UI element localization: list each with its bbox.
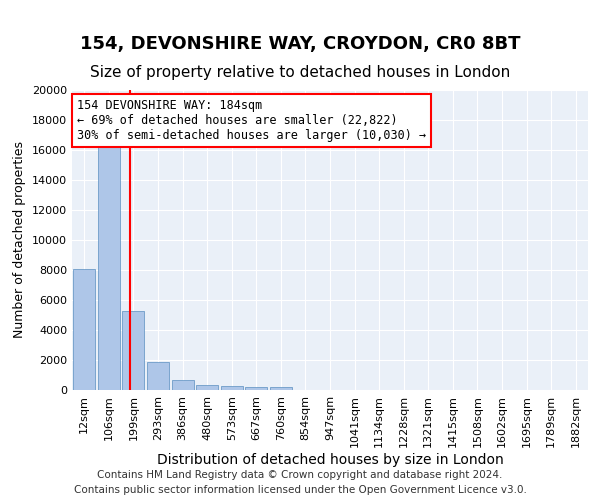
- Bar: [122, 310, 145, 390]
- Bar: [221, 386, 243, 390]
- Bar: [245, 386, 268, 390]
- Bar: [73, 268, 95, 390]
- Y-axis label: Number of detached properties: Number of detached properties: [13, 142, 26, 338]
- Text: Contains HM Land Registry data © Crown copyright and database right 2024.: Contains HM Land Registry data © Crown c…: [97, 470, 503, 480]
- Bar: [98, 141, 120, 390]
- Bar: [196, 385, 218, 390]
- Bar: [172, 380, 194, 390]
- Text: 154 DEVONSHIRE WAY: 184sqm
← 69% of detached houses are smaller (22,822)
30% of : 154 DEVONSHIRE WAY: 184sqm ← 69% of deta…: [77, 99, 426, 142]
- Text: Contains public sector information licensed under the Open Government Licence v3: Contains public sector information licen…: [74, 485, 526, 495]
- Bar: [270, 388, 292, 390]
- Text: 154, DEVONSHIRE WAY, CROYDON, CR0 8BT: 154, DEVONSHIRE WAY, CROYDON, CR0 8BT: [80, 34, 520, 52]
- Text: Size of property relative to detached houses in London: Size of property relative to detached ho…: [90, 65, 510, 80]
- Bar: [147, 362, 169, 390]
- X-axis label: Distribution of detached houses by size in London: Distribution of detached houses by size …: [157, 452, 503, 466]
